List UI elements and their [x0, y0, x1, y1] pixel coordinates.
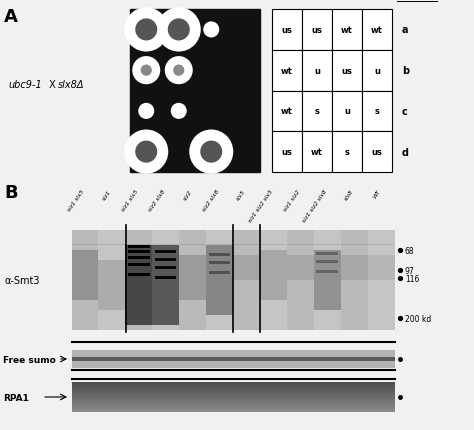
- Circle shape: [135, 141, 157, 163]
- Text: us: us: [372, 148, 383, 157]
- Text: d: d: [402, 147, 409, 157]
- Circle shape: [138, 104, 154, 120]
- Circle shape: [132, 57, 160, 85]
- Bar: [302, 91, 332, 132]
- Text: siz2 slx8: siz2 slx8: [147, 189, 166, 212]
- Text: wt: wt: [281, 67, 293, 76]
- Bar: [362, 132, 392, 172]
- Text: siz1 siz2: siz1 siz2: [283, 189, 301, 212]
- Text: 68: 68: [405, 246, 415, 255]
- Bar: [302, 10, 332, 51]
- Text: siz2: siz2: [182, 189, 193, 201]
- Text: us: us: [342, 67, 353, 76]
- Bar: [72, 230, 395, 330]
- Bar: [332, 91, 362, 132]
- Text: 116: 116: [405, 274, 419, 283]
- Circle shape: [135, 19, 157, 41]
- Circle shape: [203, 22, 219, 38]
- Text: s: s: [374, 107, 380, 116]
- Text: siz1 siz2 slx8: siz1 siz2 slx8: [301, 189, 328, 223]
- Bar: [72, 350, 395, 368]
- Text: s: s: [345, 148, 349, 157]
- Text: slx8: slx8: [344, 189, 355, 201]
- Text: Free sumo: Free sumo: [3, 355, 56, 364]
- Text: 97: 97: [405, 266, 415, 275]
- Text: RPA1: RPA1: [3, 393, 29, 402]
- Bar: [272, 10, 302, 51]
- Bar: [130, 10, 260, 172]
- Circle shape: [124, 8, 168, 52]
- Text: u: u: [344, 107, 350, 116]
- Text: c: c: [402, 107, 408, 117]
- Bar: [362, 10, 392, 51]
- Bar: [302, 51, 332, 91]
- Text: siz1 siz2 slx5: siz1 siz2 slx5: [247, 189, 274, 223]
- Circle shape: [168, 19, 190, 41]
- Text: wt: wt: [341, 26, 353, 35]
- Text: α-Smt3: α-Smt3: [5, 275, 40, 286]
- Text: s: s: [315, 107, 319, 116]
- Text: wt: wt: [311, 148, 323, 157]
- Text: siz1 slx5: siz1 slx5: [67, 189, 85, 212]
- Bar: [332, 132, 362, 172]
- Bar: [362, 91, 392, 132]
- Text: u: u: [314, 67, 320, 76]
- Text: u: u: [374, 67, 380, 76]
- Bar: [302, 132, 332, 172]
- Text: siz1 slx5: siz1 slx5: [121, 189, 139, 212]
- Circle shape: [171, 104, 187, 120]
- Text: slx5: slx5: [236, 189, 247, 201]
- Text: us: us: [282, 26, 292, 35]
- Text: X: X: [46, 80, 59, 90]
- Bar: [272, 91, 302, 132]
- Circle shape: [124, 130, 168, 174]
- Bar: [272, 132, 302, 172]
- Circle shape: [141, 65, 152, 77]
- Bar: [332, 10, 362, 51]
- Text: us: us: [311, 26, 322, 35]
- Bar: [272, 51, 302, 91]
- Circle shape: [200, 141, 222, 163]
- Circle shape: [165, 57, 193, 85]
- Text: wt: wt: [281, 107, 293, 116]
- Text: WT: WT: [372, 189, 382, 199]
- Bar: [72, 382, 395, 412]
- Text: wt: wt: [371, 26, 383, 35]
- Text: a: a: [402, 25, 409, 35]
- Text: b: b: [402, 66, 409, 76]
- Circle shape: [173, 65, 184, 77]
- Text: slx8Δ: slx8Δ: [58, 80, 84, 90]
- Circle shape: [189, 130, 233, 174]
- Circle shape: [157, 8, 201, 52]
- Text: us: us: [282, 148, 292, 157]
- Text: 200 kd: 200 kd: [405, 314, 431, 323]
- Text: siz1: siz1: [102, 189, 112, 201]
- Text: B: B: [4, 184, 18, 202]
- Text: A: A: [4, 8, 18, 26]
- Text: siz2 slx8: siz2 slx8: [201, 189, 220, 212]
- Bar: [332, 51, 362, 91]
- Bar: [362, 51, 392, 91]
- Text: ubc9-1: ubc9-1: [8, 80, 42, 90]
